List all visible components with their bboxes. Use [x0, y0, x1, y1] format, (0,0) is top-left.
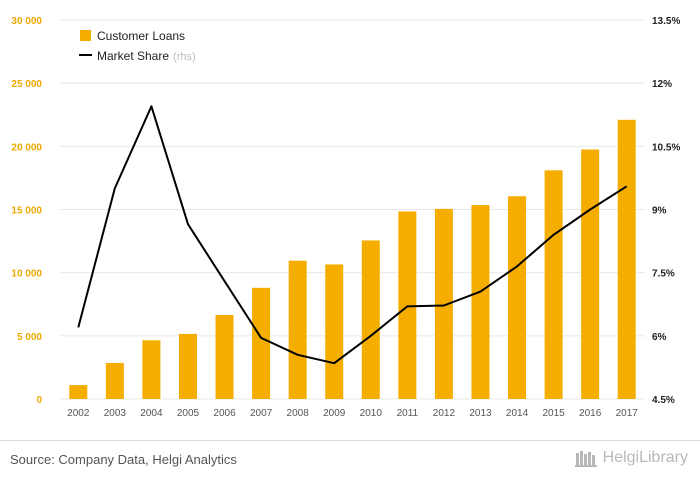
bar-customer-loans-2013 — [471, 205, 490, 399]
x-tick-label: 2012 — [433, 408, 456, 419]
bar-customer-loans-2003 — [105, 362, 124, 399]
brand-name: HelgiLibrary — [602, 449, 688, 466]
grid-layer — [60, 19, 645, 400]
legend-label-market-share-text: Market Share — [97, 49, 169, 63]
x-tick-label: 2009 — [323, 408, 346, 419]
x-tick-label: 2013 — [469, 408, 492, 419]
bar-customer-loans-2002 — [69, 385, 88, 399]
y-right-tick-label: 9% — [652, 206, 667, 217]
y-right-tick-label: 10.5% — [652, 142, 680, 153]
y-left-tick-label: 15 000 — [11, 206, 42, 217]
x-tick-label: 2010 — [360, 408, 383, 419]
y-right-tick-label: 4.5% — [652, 395, 675, 406]
line-market-share — [77, 105, 628, 365]
y-left-tick-label: 20 000 — [11, 142, 42, 153]
x-tick-label: 2017 — [616, 408, 639, 419]
source-note: Source: Company Data, Helgi Analytics — [10, 452, 237, 467]
legend-swatch-customer-loans — [80, 30, 91, 41]
bar-customer-loans-2004 — [142, 340, 161, 399]
bar-customer-loans-2005 — [178, 333, 197, 399]
x-tick-label: 2005 — [177, 408, 200, 419]
bar-customer-loans-2008 — [288, 260, 307, 399]
legend: Customer Loans Market Share (rhs) — [79, 29, 196, 63]
bar-customer-loans-2007 — [252, 287, 271, 399]
legend-label-market-share: Market Share (rhs) — [97, 49, 196, 63]
bar-customer-loans-2014 — [508, 196, 527, 399]
y-right-tick-label: 7.5% — [652, 269, 675, 280]
bar-customer-loans-2017 — [617, 119, 636, 399]
chart: 0 5 000 10 000 15 000 20 000 25 000 30 000 4.5%… — [11, 16, 680, 419]
footer-divider — [0, 440, 700, 441]
x-tick-label: 2016 — [579, 408, 602, 419]
y-right-tick-label: 6% — [652, 332, 667, 343]
y-left-tick-label: 10 000 — [11, 269, 42, 280]
y-right-tick-label: 13.5% — [652, 16, 680, 27]
bar-customer-loans-2011 — [398, 211, 417, 399]
x-tick-label: 2011 — [397, 408, 419, 419]
legend-label-market-share-suffix: (rhs) — [173, 51, 196, 63]
library-icon — [574, 451, 597, 467]
x-tick-label: 2002 — [67, 408, 90, 419]
bar-customer-loans-2012 — [434, 208, 453, 399]
line-layer — [77, 105, 628, 365]
y-left-tick-label: 0 — [36, 395, 42, 406]
x-tick-label: 2014 — [506, 408, 529, 419]
y-left-tick-label: 5 000 — [17, 332, 42, 343]
y-left-tick-label: 30 000 — [11, 16, 42, 27]
bar-layer — [69, 119, 636, 399]
axis-layer: 0 5 000 10 000 15 000 20 000 25 000 30 000 4.5%… — [11, 16, 680, 419]
bar-customer-loans-2006 — [215, 314, 234, 399]
x-tick-label: 2007 — [250, 408, 273, 419]
legend-label-customer-loans: Customer Loans — [97, 29, 185, 43]
x-tick-label: 2004 — [140, 408, 163, 419]
chart-svg: 0 5 000 10 000 15 000 20 000 25 000 30 000 4.5%… — [11, 16, 680, 419]
bar-customer-loans-2009 — [325, 264, 344, 399]
x-tick-label: 2006 — [213, 408, 236, 419]
brand-logo[interactable]: HelgiLibrary — [574, 449, 688, 467]
x-tick-label: 2015 — [542, 408, 565, 419]
y-right-tick-label: 12% — [652, 79, 672, 90]
x-tick-label: 2003 — [104, 408, 127, 419]
bar-customer-loans-2010 — [361, 240, 380, 399]
bar-customer-loans-2016 — [581, 149, 600, 399]
y-left-tick-label: 25 000 — [11, 79, 42, 90]
x-tick-label: 2008 — [287, 408, 310, 419]
bar-customer-loans-2015 — [544, 170, 563, 399]
